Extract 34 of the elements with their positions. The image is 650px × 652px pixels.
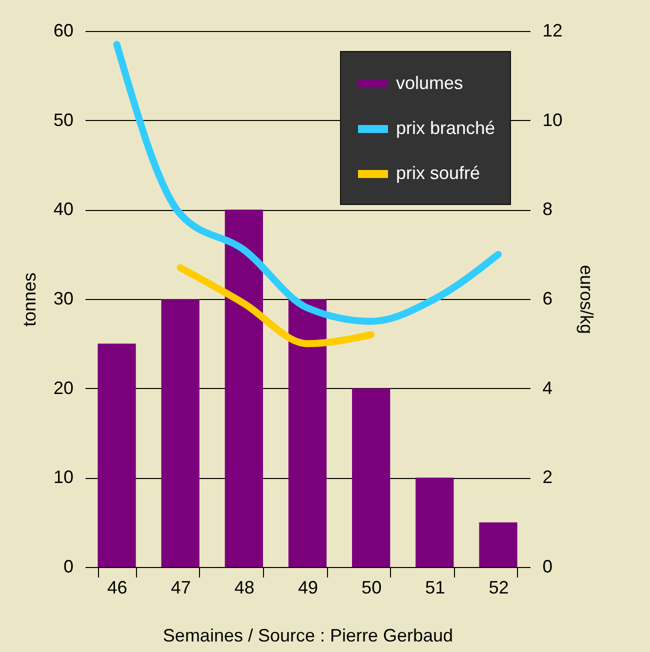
bar — [161, 299, 200, 567]
bar — [288, 299, 327, 567]
bar — [479, 522, 518, 567]
x-axis-title: Semaines / Source : Pierre Gerbaud — [162, 626, 454, 646]
y-tick-label: 10 — [53, 467, 74, 488]
y2-tick-label: 12 — [542, 20, 563, 40]
x-tick-label: 50 — [362, 578, 382, 598]
bar — [352, 388, 390, 567]
y2-tick-label: 8 — [542, 199, 553, 220]
y-tick-label: 30 — [53, 288, 74, 308]
legend-label: prix branché — [396, 118, 496, 138]
bar — [224, 210, 263, 567]
bar — [98, 344, 136, 567]
x-tick-label: 52 — [488, 578, 509, 598]
legend-label: prix soufré — [396, 163, 480, 183]
y2-tick-label: 4 — [542, 378, 553, 398]
x-tick-label: 49 — [298, 578, 318, 598]
x-tick-label: 47 — [170, 578, 191, 598]
y2-axis-title: euros/kg — [576, 264, 597, 334]
y-tick-label: 20 — [53, 378, 74, 398]
bar — [416, 478, 454, 567]
x-tick-label: 51 — [425, 578, 446, 598]
x-tick-label: 46 — [107, 578, 128, 598]
x-tick-label: 48 — [234, 578, 254, 598]
y2-tick-label: 0 — [542, 556, 553, 576]
y-axis-title: tonnes — [19, 272, 40, 327]
y-tick-label: 40 — [53, 199, 74, 220]
y2-tick-label: 2 — [542, 467, 553, 488]
y-tick-label: 0 — [63, 556, 74, 576]
y2-tick-label: 6 — [542, 288, 553, 308]
y2-tick-label: 10 — [542, 110, 563, 130]
y-tick-label: 50 — [53, 110, 74, 130]
y-tick-label: 60 — [53, 20, 74, 40]
legend-label: volumes — [396, 73, 464, 93]
